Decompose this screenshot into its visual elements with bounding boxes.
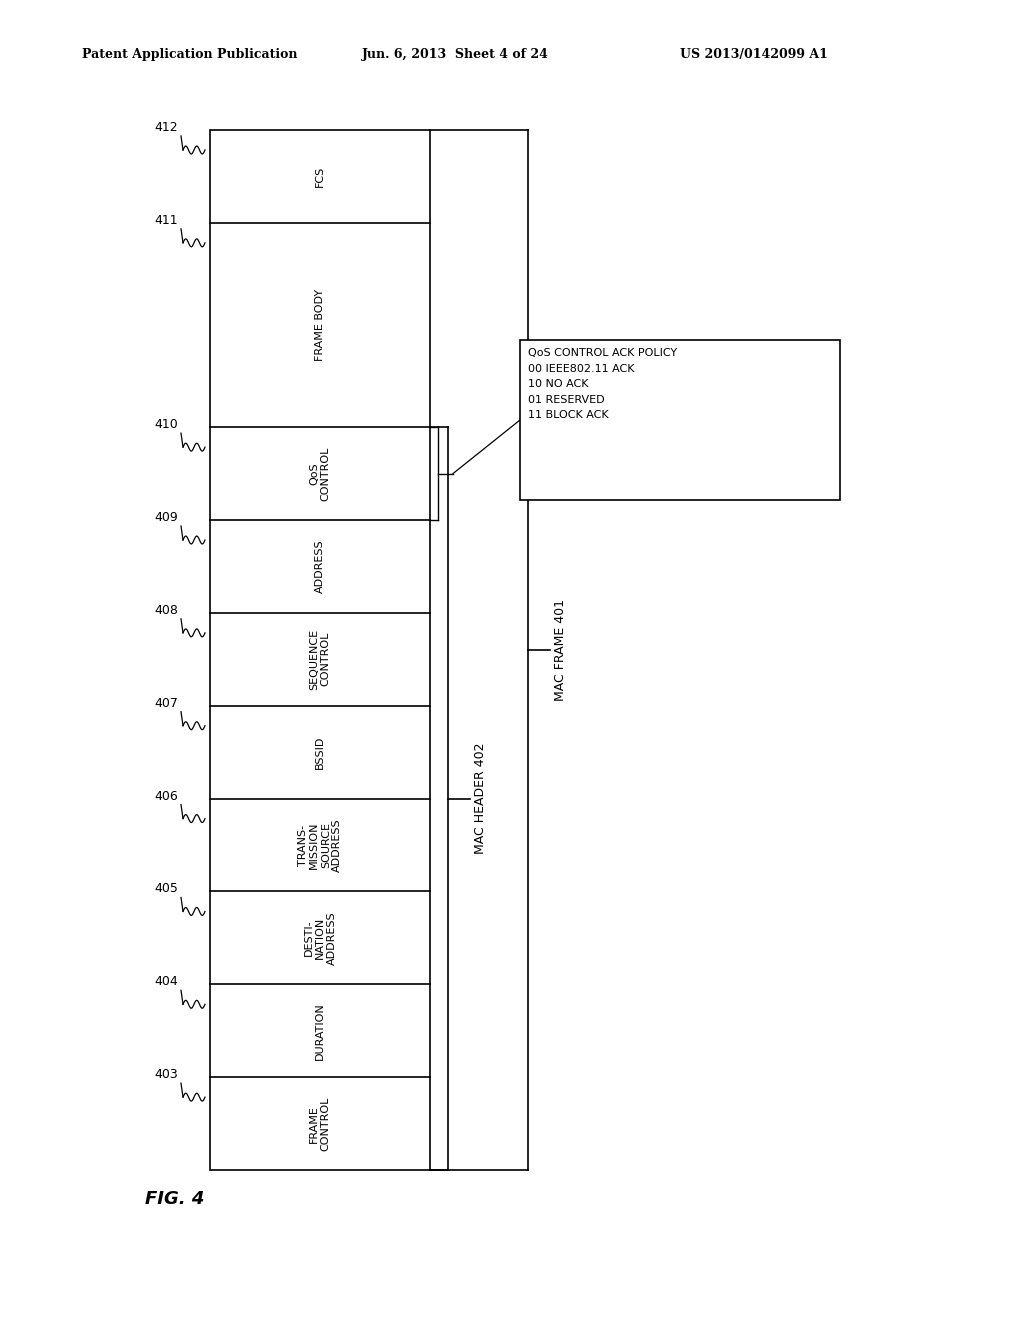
Text: MAC HEADER 402: MAC HEADER 402 xyxy=(474,743,487,854)
Text: ADDRESS: ADDRESS xyxy=(315,540,325,593)
Text: FRAME BODY: FRAME BODY xyxy=(315,289,325,362)
Text: US 2013/0142099 A1: US 2013/0142099 A1 xyxy=(680,48,827,61)
Text: FIG. 4: FIG. 4 xyxy=(145,1191,205,1208)
Text: 410: 410 xyxy=(155,418,178,432)
Bar xyxy=(520,341,840,500)
Text: FRAME
CONTROL: FRAME CONTROL xyxy=(309,1097,331,1151)
Text: 407: 407 xyxy=(155,697,178,710)
Text: Patent Application Publication: Patent Application Publication xyxy=(82,48,298,61)
Text: 411: 411 xyxy=(155,214,178,227)
Text: 405: 405 xyxy=(155,883,178,895)
Text: 403: 403 xyxy=(155,1068,178,1081)
Text: DURATION: DURATION xyxy=(315,1002,325,1060)
Text: 408: 408 xyxy=(155,603,178,616)
Text: SEQUENCE
CONTROL: SEQUENCE CONTROL xyxy=(309,628,331,690)
Text: DESTI-
NATION
ADDRESS: DESTI- NATION ADDRESS xyxy=(303,911,337,965)
Text: 412: 412 xyxy=(155,121,178,135)
Text: QoS CONTROL ACK POLICY
00 IEEE802.11 ACK
10 NO ACK
01 RESERVED
11 BLOCK ACK: QoS CONTROL ACK POLICY 00 IEEE802.11 ACK… xyxy=(528,348,677,420)
Text: 409: 409 xyxy=(155,511,178,524)
Text: Jun. 6, 2013  Sheet 4 of 24: Jun. 6, 2013 Sheet 4 of 24 xyxy=(362,48,549,61)
Text: 406: 406 xyxy=(155,789,178,803)
Text: 404: 404 xyxy=(155,975,178,989)
Text: QoS
CONTROL: QoS CONTROL xyxy=(309,446,331,500)
Text: MAC FRAME 401: MAC FRAME 401 xyxy=(554,599,567,701)
Text: TRANS-
MISSION
SOURCE
ADDRESS: TRANS- MISSION SOURCE ADDRESS xyxy=(298,818,342,871)
Text: BSSID: BSSID xyxy=(315,735,325,768)
Text: FCS: FCS xyxy=(315,166,325,187)
Bar xyxy=(210,129,430,1170)
